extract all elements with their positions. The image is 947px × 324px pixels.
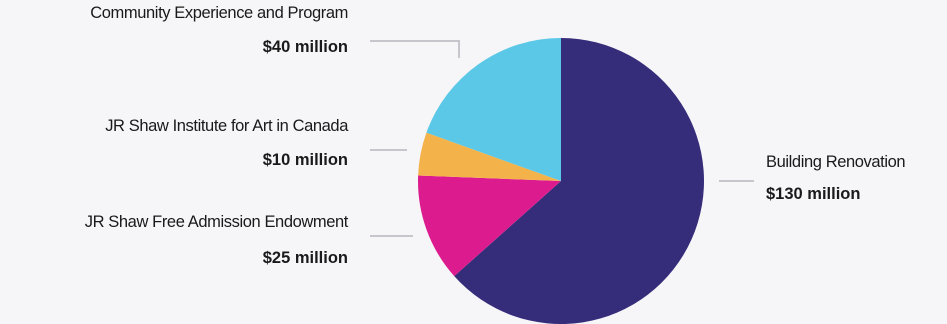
slice-label-free-admission-endowment: JR Shaw Free Admission Endowment $25 mil… [84, 213, 349, 268]
pie-slices [418, 37, 704, 324]
slice-label-community-experience: Community Experience and Program $40 mil… [90, 4, 348, 57]
slice-name: Community Experience and Program [90, 4, 348, 22]
slice-name: JR Shaw Institute for Art in Canada [105, 117, 348, 135]
slice-value: $130 million [766, 185, 861, 203]
slice-name: JR Shaw Free Admission Endowment [84, 213, 349, 231]
pie-slice-community-experience [426, 37, 561, 181]
pie-slice-building-renovation [454, 38, 704, 324]
slice-value: $40 million [262, 38, 348, 56]
slice-label-institute-for-art: JR Shaw Institute for Art in Canada $10 … [105, 117, 348, 170]
slice-value: $25 million [262, 249, 348, 267]
leader-lines [370, 40, 754, 237]
slice-value: $10 million [262, 151, 348, 169]
pie-slice-free-admission-endowment [418, 175, 561, 277]
leader-line-community-experience [370, 40, 460, 58]
pie-slice-institute-for-art [418, 132, 561, 181]
slice-label-building-renovation: Building Renovation $130 million [766, 153, 906, 204]
slice-name: Building Renovation [766, 153, 906, 171]
